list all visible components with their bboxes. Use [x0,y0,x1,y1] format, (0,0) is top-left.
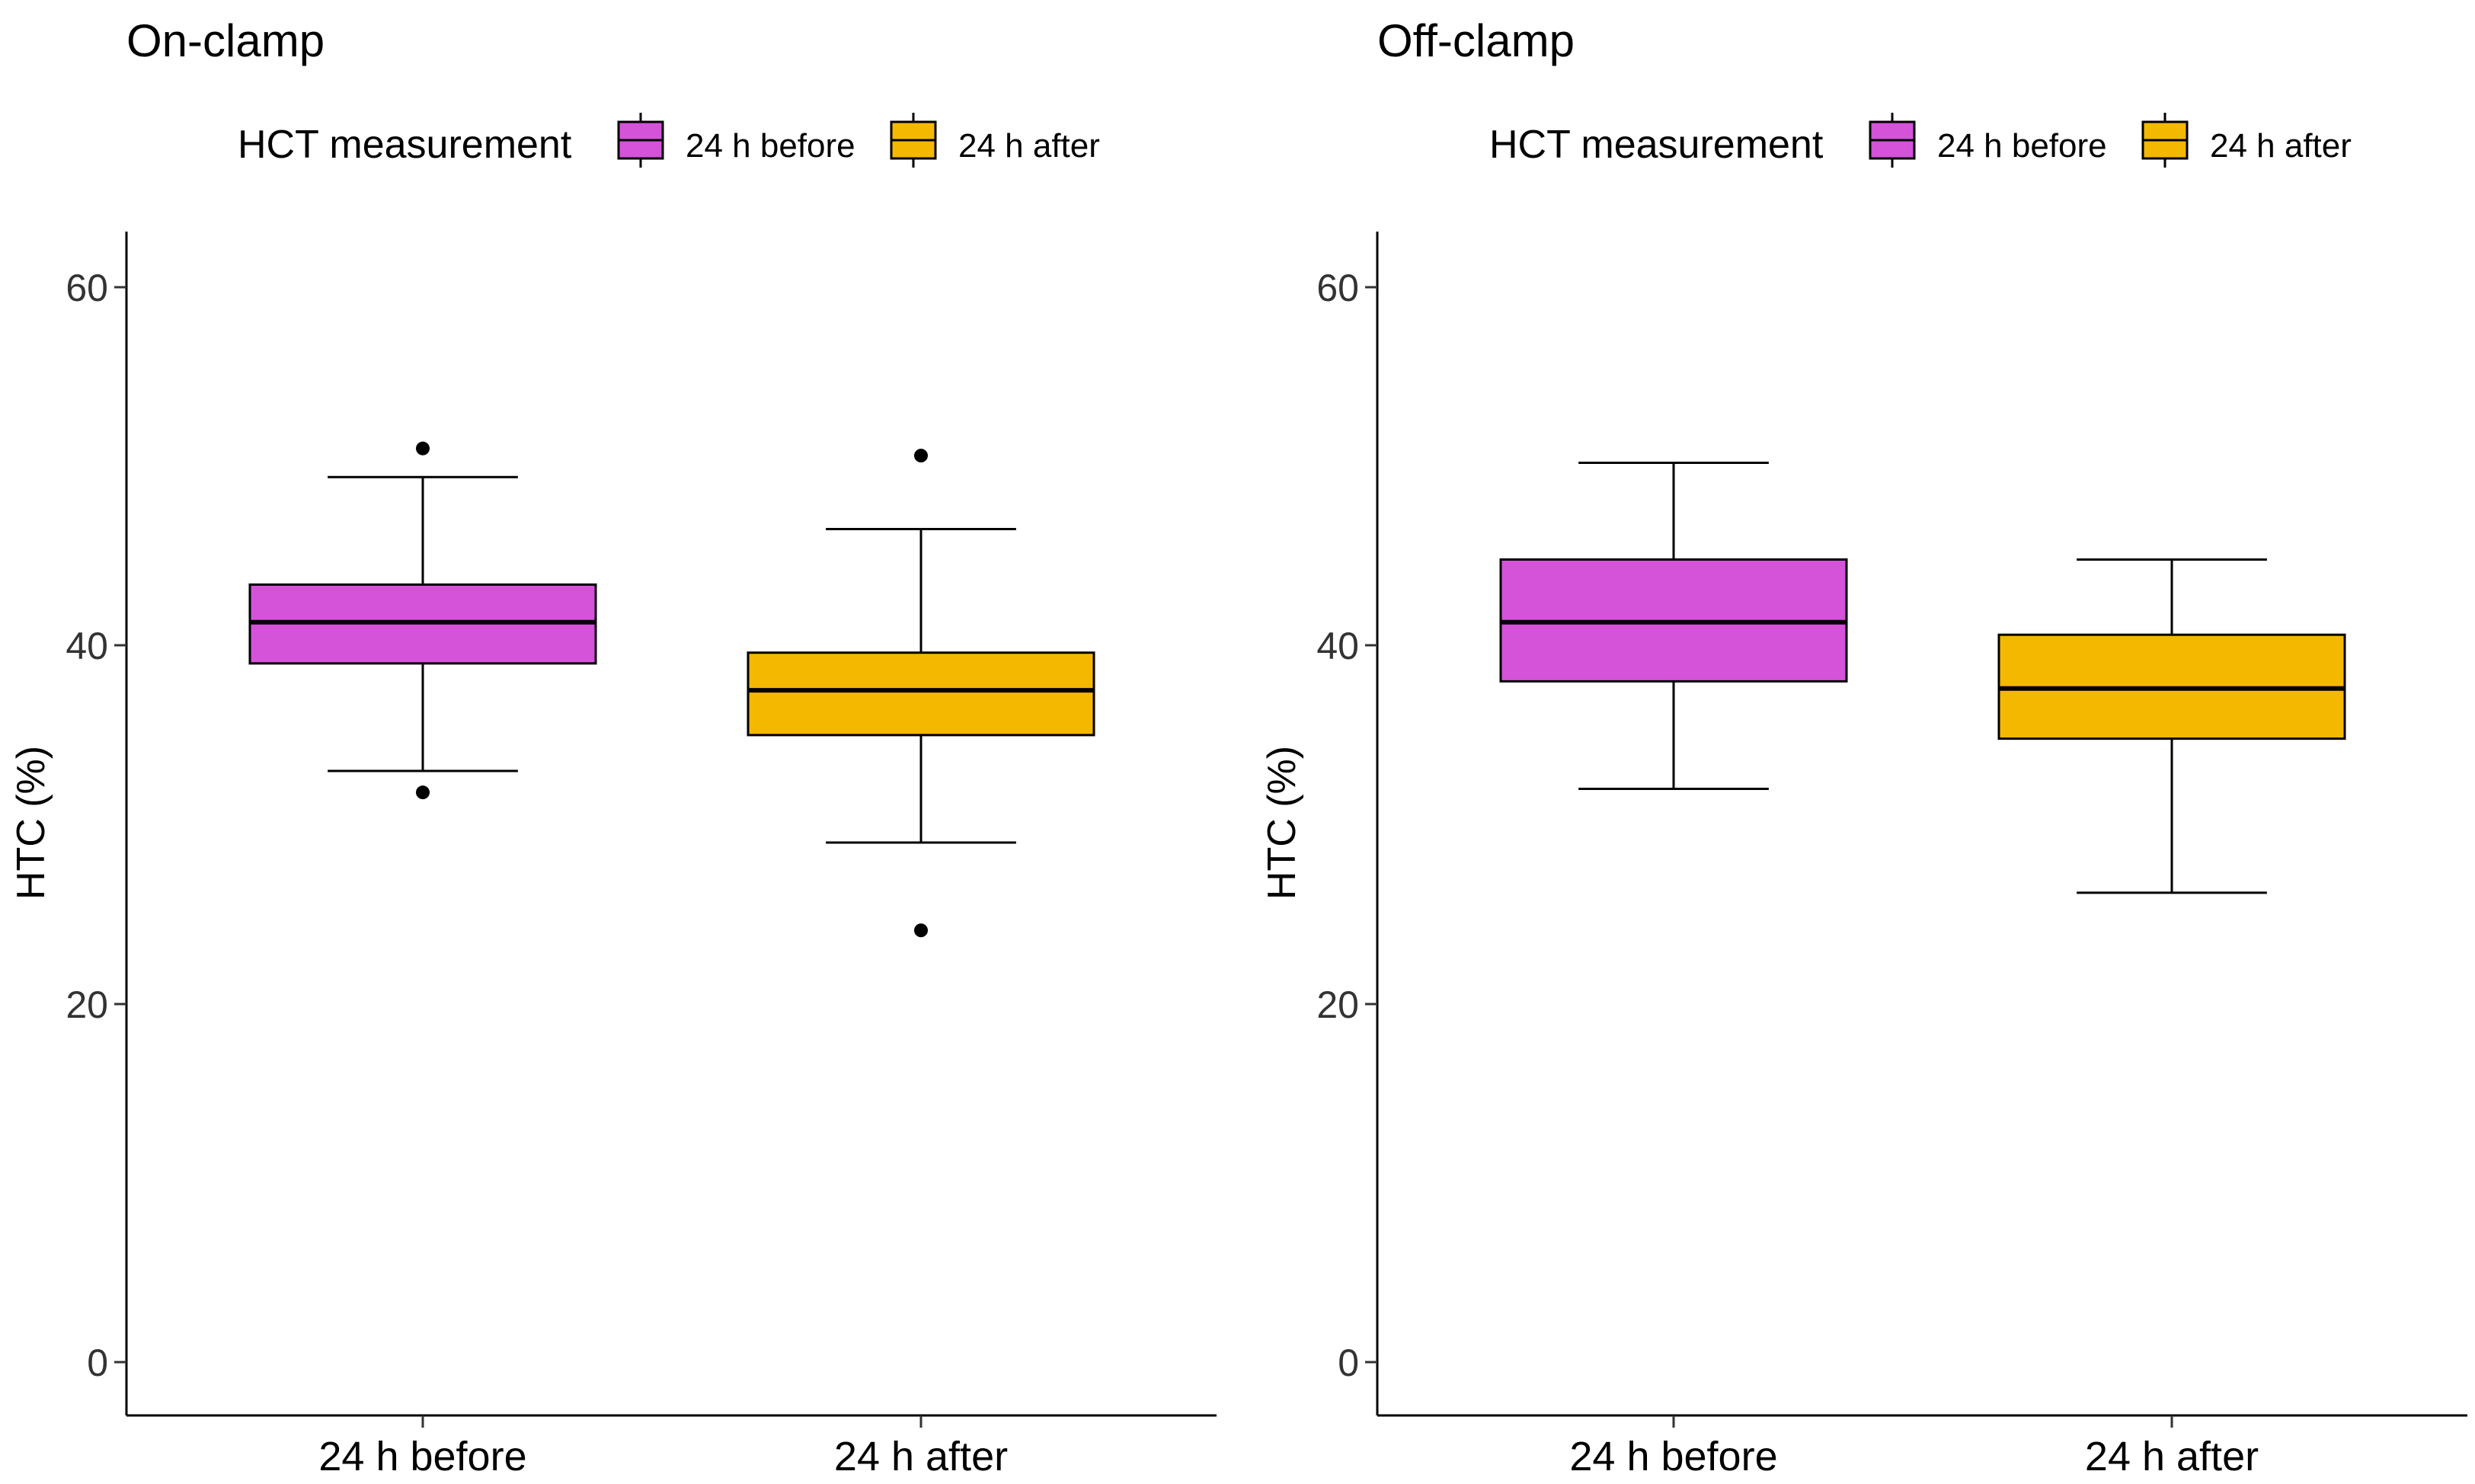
y-tick: 20 [66,983,126,1026]
box-before [248,441,597,800]
y-tick-label: 40 [1316,625,1359,667]
outlier-point [914,449,928,463]
box-after [1997,558,2346,894]
box-after [747,449,1095,938]
x-tick: 24 h before [1569,1415,1778,1479]
legend-label-after: 24 h after [958,127,1100,165]
y-tick-label: 20 [1316,983,1359,1026]
y-tick-label: 0 [87,1342,108,1384]
outlier-point [914,923,928,938]
outlier-point [416,785,430,800]
x-tick: 24 h after [2085,1415,2259,1479]
y-axis-title: HTC (%) [1260,746,1304,900]
panel-off-clamp: Off-clamp HCT measurement 24 h before 24… [1260,15,2467,1479]
box-body [747,651,1095,737]
x-ticks: 24 h before 24 h after [318,1415,1008,1479]
x-tick-label: 24 h before [1569,1434,1777,1479]
y-tick-label: 0 [1338,1342,1359,1384]
x-ticks: 24 h before 24 h after [1569,1415,2259,1479]
y-tick: 20 [1316,983,1377,1026]
legend-key-after [890,113,937,168]
x-tick-label: 24 h before [318,1434,526,1479]
x-tick: 24 h before [318,1415,527,1479]
panel-title: Off-clamp [1377,15,1575,66]
legend-title: HCT measurement [238,123,572,167]
legend: HCT measurement 24 h before 24 h after [238,113,1100,168]
x-tick: 24 h after [834,1415,1008,1479]
y-tick: 0 [1338,1342,1377,1384]
y-axis-title: HTC (%) [9,746,53,900]
y-tick: 60 [66,267,126,309]
legend-key-before [1869,113,1916,168]
legend-key-after [2141,113,2189,168]
y-tick: 40 [1316,625,1377,667]
y-tick-label: 60 [66,267,108,309]
legend-label-before: 24 h before [1937,127,2107,165]
plot-area [1499,461,2346,894]
x-tick-label: 24 h after [2085,1434,2259,1479]
y-tick-label: 40 [66,625,108,667]
panel-on-clamp: On-clamp HCT measurement 24 h before 24 … [9,15,1217,1479]
y-tick-label: 20 [66,983,108,1026]
y-tick: 0 [87,1342,126,1384]
legend-key-before [617,113,664,168]
legend-label-after: 24 h after [2210,127,2352,165]
legend: HCT measurement 24 h before 24 h after [1489,113,2352,168]
outlier-point [416,441,430,456]
y-ticks: 0 20 40 60 [1316,267,1377,1384]
y-tick: 60 [1316,267,1377,309]
legend-label-before: 24 h before [686,127,855,165]
x-tick-label: 24 h after [834,1434,1008,1479]
y-ticks: 0 20 40 60 [66,267,126,1384]
panel-title: On-clamp [126,15,325,66]
y-tick: 40 [66,625,126,667]
y-tick-label: 60 [1316,267,1359,309]
plot-area [248,441,1095,938]
legend-title: HCT measurement [1489,123,1824,167]
box-before [1499,461,1848,790]
